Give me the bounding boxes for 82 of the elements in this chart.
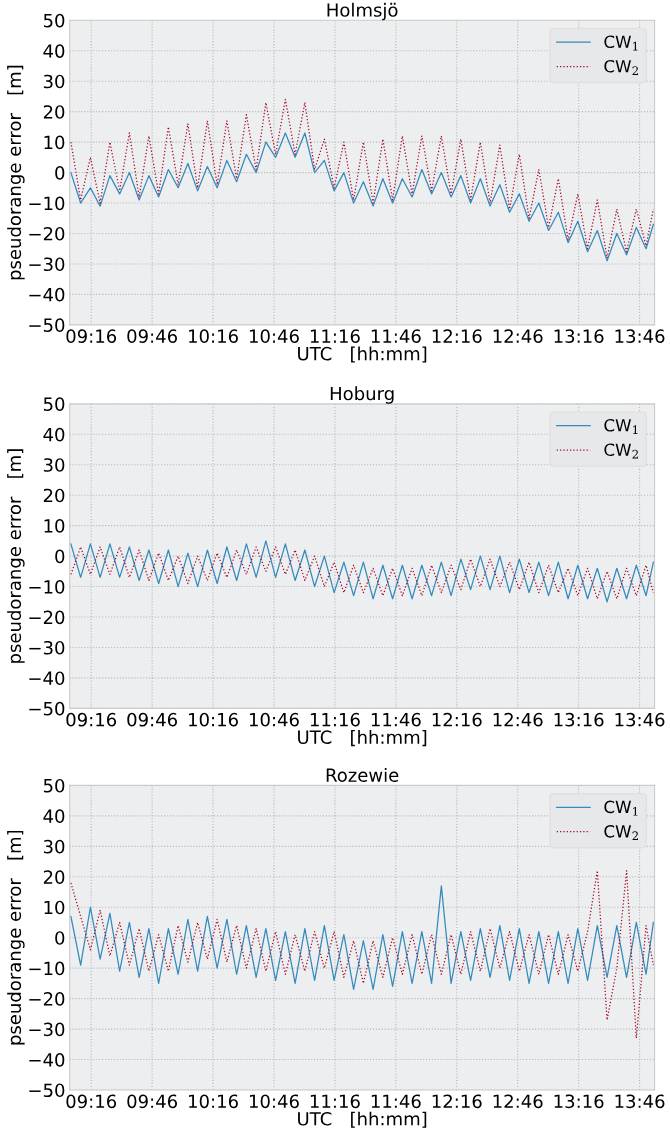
y-tick-label: −30: [29, 1022, 65, 1037]
y-tick-label: −30: [29, 257, 65, 272]
y-tick-label: −10: [29, 580, 65, 594]
x-axis-title: UTC [hh:mm]: [298, 730, 427, 747]
x-tick-label: 11:46: [371, 1094, 421, 1109]
x-tick-label: 12:16: [432, 329, 482, 344]
line-series: [70, 98, 654, 259]
line-series: [70, 132, 654, 262]
x-tick-label: 10:16: [189, 329, 238, 344]
y-tick-label: 10: [44, 519, 65, 533]
x-tick-label: 10:46: [249, 1094, 299, 1109]
x-tick-label: 13:46: [615, 329, 665, 344]
x-tick-label: 13:16: [554, 712, 604, 727]
line-series: [70, 885, 654, 991]
chart-title: Rozewie: [326, 767, 399, 782]
x-tick-label: 10:16: [189, 1094, 238, 1109]
x-tick-label: 11:16: [310, 329, 360, 344]
x-tick-label: 09:16: [66, 1094, 117, 1109]
y-tick-label: 50: [43, 397, 65, 411]
x-tick-label: 13:46: [615, 1094, 665, 1109]
y-tick-label: −20: [29, 992, 65, 1006]
y-tick-label: 20: [43, 870, 65, 884]
x-tick-label: 09:46: [127, 329, 178, 344]
legend-label: CW$_{1}$: [604, 418, 638, 434]
y-tick-label: −30: [29, 640, 65, 655]
y-axis-title: pseudorange error [m]: [7, 830, 25, 1045]
x-tick-label: 12:46: [493, 329, 543, 344]
y-tick-label: −20: [29, 226, 65, 241]
y-axis-title: pseudorange error [m]: [7, 65, 25, 280]
y-tick-label: −40: [29, 1052, 65, 1067]
chart-title: Holmsjö: [327, 2, 398, 21]
x-tick-label: 10:46: [249, 329, 299, 344]
y-tick-label: 50: [43, 13, 65, 28]
y-tick-label: 10: [44, 135, 65, 150]
legend-label: CW$_{2}$: [604, 59, 638, 75]
y-tick-label: −10: [29, 961, 65, 976]
y-tick-label: 0: [55, 931, 65, 945]
x-tick-label: 12:16: [432, 1094, 482, 1109]
x-tick-label: 10:16: [189, 712, 238, 727]
x-tick-label: 11:16: [310, 1094, 360, 1109]
y-tick-label: −50: [29, 701, 65, 716]
y-tick-label: 50: [43, 778, 65, 793]
y-tick-label: 40: [43, 427, 65, 442]
legend-label: CW$_{2}$: [604, 443, 638, 459]
legend-label: CW$_{2}$: [604, 825, 638, 841]
chart-title: Hoburg: [330, 386, 394, 404]
x-tick-label: 12:16: [432, 712, 482, 727]
x-axis-title: UTC [hh:mm]: [298, 1111, 427, 1128]
x-tick-label: 13:16: [554, 1094, 604, 1109]
y-tick-label: 10: [44, 900, 65, 915]
y-tick-label: −40: [29, 287, 65, 302]
x-tick-label: 11:16: [310, 712, 360, 727]
legend-label: CW$_{1}$: [604, 35, 638, 51]
x-tick-label: 10:46: [249, 712, 299, 727]
y-tick-label: 20: [43, 488, 65, 503]
x-tick-label: 11:46: [371, 712, 421, 727]
y-tick-label: −50: [29, 1083, 65, 1098]
x-tick-label: 11:46: [371, 329, 421, 344]
x-axis-title: UTC [hh:mm]: [298, 346, 427, 363]
y-tick-label: 30: [43, 74, 65, 89]
y-tick-label: 30: [43, 458, 65, 472]
x-tick-label: 09:16: [66, 712, 117, 727]
x-tick-label: 09:16: [66, 329, 117, 344]
x-tick-label: 12:46: [493, 712, 543, 727]
y-tick-label: −50: [29, 318, 65, 332]
legend-label: CW$_{1}$: [604, 800, 638, 816]
x-tick-label: 09:46: [127, 712, 178, 727]
y-tick-label: 40: [43, 809, 65, 823]
line-series: [70, 870, 654, 1039]
x-tick-label: 13:16: [554, 329, 604, 344]
x-tick-label: 12:46: [493, 1094, 543, 1109]
y-tick-label: 0: [55, 166, 65, 180]
y-tick-label: −10: [29, 196, 65, 211]
y-tick-label: 0: [55, 549, 65, 564]
y-axis-title: pseudorange error [m]: [7, 449, 25, 663]
y-tick-label: 20: [43, 105, 65, 119]
y-tick-label: 40: [43, 44, 65, 58]
y-tick-label: −40: [29, 671, 65, 686]
x-tick-label: 13:46: [615, 712, 665, 727]
y-tick-label: 30: [43, 839, 65, 854]
x-tick-label: 09:46: [127, 1094, 178, 1109]
y-tick-label: −20: [29, 610, 65, 625]
